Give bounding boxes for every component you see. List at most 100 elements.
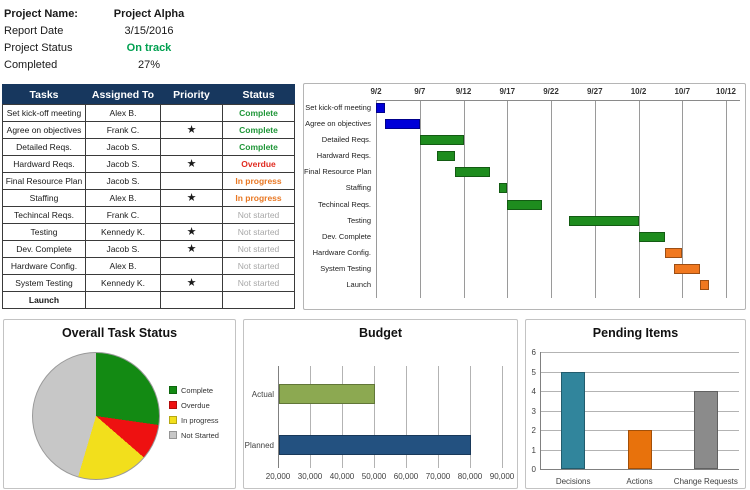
column-header-status[interactable]: Status xyxy=(222,84,295,105)
assigned-cell[interactable]: Jacob S. xyxy=(85,155,161,173)
pie-chart[interactable] xyxy=(32,352,160,480)
assigned-cell[interactable]: Kennedy K. xyxy=(85,223,161,241)
gantt-bar-techincal-reqs[interactable] xyxy=(507,199,543,210)
task-cell[interactable]: System Testing xyxy=(2,274,86,292)
status-cell[interactable]: Not started xyxy=(222,274,295,292)
status-cell[interactable]: Overdue xyxy=(222,155,295,173)
report-date-label: Report Date xyxy=(4,25,64,37)
task-cell[interactable]: Final Resource Plan xyxy=(2,172,86,190)
status-cell[interactable]: Not started xyxy=(222,206,295,224)
status-cell[interactable] xyxy=(222,291,295,309)
assigned-cell[interactable]: Frank C. xyxy=(85,206,161,224)
status-cell[interactable]: In progress xyxy=(222,189,295,207)
priority-cell[interactable] xyxy=(160,172,223,190)
priority-star-icon[interactable]: ★ xyxy=(160,240,223,258)
assigned-cell[interactable]: Alex B. xyxy=(85,104,161,122)
gantt-bar-detailed-reqs[interactable] xyxy=(419,135,464,146)
table-row-detailed-reqs: Detailed Reqs. Jacob S. Complete xyxy=(2,138,295,156)
gantt-axis-tick-label: 10/7 xyxy=(674,87,691,96)
gantt-bar-final-resource-plan[interactable] xyxy=(454,167,490,178)
task-cell[interactable]: Launch xyxy=(2,291,86,309)
assigned-cell[interactable]: Alex B. xyxy=(85,189,161,207)
completed-label: Completed xyxy=(4,59,58,71)
priority-cell[interactable] xyxy=(160,257,223,275)
budget-x-tick-label: 20,000 xyxy=(265,472,291,481)
priority-star-icon[interactable]: ★ xyxy=(160,189,223,207)
gantt-bar-launch[interactable] xyxy=(699,279,709,290)
status-cell[interactable]: Complete xyxy=(222,121,295,139)
column-header-priority[interactable]: Priority xyxy=(160,84,223,105)
completed-value[interactable]: 27% xyxy=(137,59,161,71)
task-cell[interactable]: Techincal Reqs. xyxy=(2,206,86,224)
budget-bar-planned[interactable] xyxy=(279,434,471,455)
pending-y-tick-label: 6 xyxy=(531,348,536,357)
task-cell[interactable]: Set kick-off meeting xyxy=(2,104,86,122)
pending-bar-actions[interactable] xyxy=(627,430,652,469)
task-cell[interactable]: Staffing xyxy=(2,189,86,207)
status-cell[interactable]: Not started xyxy=(222,257,295,275)
legend-item-not-started[interactable]: Not Started xyxy=(169,428,219,443)
gantt-bar-set-kick-off-meeting[interactable] xyxy=(376,103,385,113)
gantt-bar-staffing[interactable] xyxy=(498,183,508,194)
gantt-task-label-set-kick-off-meeting: Set kick-off meeting xyxy=(305,103,371,112)
assigned-cell[interactable]: Frank C. xyxy=(85,121,161,139)
project-status-value[interactable]: On track xyxy=(126,42,172,54)
priority-cell[interactable] xyxy=(160,104,223,122)
priority-cell[interactable] xyxy=(160,138,223,156)
gantt-bar-hardware-config[interactable] xyxy=(664,247,683,258)
gantt-bar-hardward-reqs[interactable] xyxy=(437,151,455,162)
budget-bar-actual[interactable] xyxy=(279,383,375,404)
budget-x-tick-label: 30,000 xyxy=(297,472,323,481)
status-cell[interactable]: Not started xyxy=(222,240,295,258)
gantt-bar-dev-complete[interactable] xyxy=(638,231,665,242)
gantt-bar-system-testing[interactable] xyxy=(673,263,700,274)
gantt-axis-line xyxy=(376,100,740,101)
report-date-value[interactable]: 3/15/2016 xyxy=(124,25,174,37)
status-cell[interactable]: Not started xyxy=(222,223,295,241)
priority-star-icon[interactable]: ★ xyxy=(160,121,223,139)
assigned-cell[interactable]: Kennedy K. xyxy=(85,274,161,292)
report-date-row: Report Date 3/15/2016 xyxy=(4,23,254,40)
legend-item-complete[interactable]: Complete xyxy=(169,383,219,398)
pending-items-title: Pending Items xyxy=(592,326,679,340)
assigned-cell[interactable]: Alex B. xyxy=(85,257,161,275)
priority-cell[interactable] xyxy=(160,206,223,224)
budget-gridline xyxy=(502,366,503,468)
task-cell[interactable]: Hardward Reqs. xyxy=(2,155,86,173)
assigned-cell[interactable]: Jacob S. xyxy=(85,172,161,190)
pending-bar-decisions[interactable] xyxy=(561,371,586,469)
legend-swatch-not-started xyxy=(169,431,177,439)
task-cell[interactable]: Testing xyxy=(2,223,86,241)
assigned-cell[interactable]: Jacob S. xyxy=(85,138,161,156)
assigned-cell[interactable] xyxy=(85,291,161,309)
status-cell[interactable]: In progress xyxy=(222,172,295,190)
priority-star-icon[interactable]: ★ xyxy=(160,274,223,292)
task-cell[interactable]: Hardware Config. xyxy=(2,257,86,275)
legend-item-in-progress[interactable]: In progress xyxy=(169,413,219,428)
task-cell[interactable]: Dev. Complete xyxy=(2,240,86,258)
gantt-task-label-testing: Testing xyxy=(347,215,371,225)
assigned-cell[interactable]: Jacob S. xyxy=(85,240,161,258)
pie-legend: Complete Overdue In progress Not Started xyxy=(169,383,219,443)
priority-cell[interactable] xyxy=(160,291,223,309)
project-name-value[interactable]: Project Alpha xyxy=(113,8,185,20)
pending-items-panel: Pending Items 6 5 4 3 2 1 0 Decisions Actions Cha… xyxy=(525,319,746,489)
table-row-hardward-reqs: Hardward Reqs. Jacob S. ★ Overdue xyxy=(2,155,295,173)
priority-star-icon[interactable]: ★ xyxy=(160,155,223,173)
gantt-bar-testing[interactable] xyxy=(568,215,639,226)
gantt-axis-tick-label: 9/7 xyxy=(414,87,426,96)
budget-gridline xyxy=(278,366,279,468)
column-header-assigned-to[interactable]: Assigned To xyxy=(85,84,161,105)
status-cell[interactable]: Complete xyxy=(222,138,295,156)
column-header-tasks[interactable]: Tasks xyxy=(2,84,86,105)
priority-star-icon[interactable]: ★ xyxy=(160,223,223,241)
pending-bar-change-requests[interactable] xyxy=(693,391,718,469)
gantt-bar-agree-on-objectives[interactable] xyxy=(384,119,420,130)
task-cell[interactable]: Agree on objectives xyxy=(2,121,86,139)
legend-item-overdue[interactable]: Overdue xyxy=(169,398,219,413)
task-cell[interactable]: Detailed Reqs. xyxy=(2,138,86,156)
pending-gridline xyxy=(540,391,739,392)
status-cell[interactable]: Complete xyxy=(222,104,295,122)
gantt-axis-tick-label: 9/27 xyxy=(586,87,603,96)
gantt-axis-tick-label: 9/12 xyxy=(455,87,472,96)
